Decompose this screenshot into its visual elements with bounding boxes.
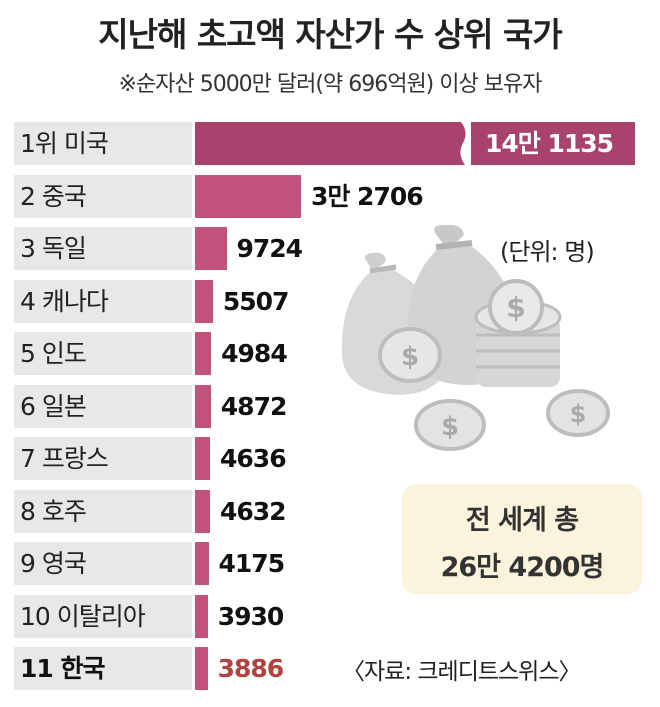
coin-stack-icon: $ (474, 279, 562, 387)
row-label-bg (14, 489, 192, 533)
row-label-bg (14, 279, 192, 323)
row-label-bg (14, 437, 192, 480)
svg-text:$: $ (570, 400, 587, 428)
row-label-bg (14, 122, 192, 165)
row-label-bg (14, 542, 192, 585)
value-label: 3886 (217, 654, 285, 683)
value-label: 14만 1135 (485, 129, 614, 158)
value-label: 9724 (236, 234, 304, 263)
bar (195, 384, 211, 428)
category-label: 2 중국 (20, 181, 87, 211)
value-label: 4984 (221, 339, 288, 368)
row-label-bg (14, 647, 192, 690)
category-label: 11 한국 (20, 654, 105, 683)
dollar-coin-icon: $ (378, 327, 442, 383)
unit-label: (단위: 명) (500, 238, 595, 266)
category-label: 7 프랑스 (20, 444, 109, 473)
row-label-bg (14, 594, 192, 638)
category-label: 1위 미국 (20, 129, 109, 158)
category-label: 10 이탈리아 (20, 601, 146, 631)
category-label: 6 일본 (20, 391, 87, 421)
bar (195, 227, 227, 270)
row-label-bg (14, 384, 192, 428)
category-label: 3 독일 (20, 234, 87, 263)
source-note: 〈자료: 크레디트스위스〉 (342, 659, 582, 685)
bar (195, 647, 208, 690)
svg-text:$: $ (441, 412, 459, 442)
value-label: 3만 2706 (310, 181, 424, 211)
row-label-bg (14, 332, 192, 375)
bar (195, 279, 213, 323)
bar (195, 542, 209, 585)
axis-break-mark (460, 122, 471, 165)
dollar-coin-icon: $ (546, 389, 610, 437)
world-total-value: 26만 4200명 (440, 552, 605, 583)
bar (195, 122, 635, 165)
world-total-box: 전 세계 총 26만 4200명 (402, 484, 642, 594)
value-label: 4636 (220, 444, 287, 473)
subtitle: ※순자산 5000만 달러(약 696억원) 이상 보유자 (118, 72, 543, 97)
value-label: 3930 (217, 601, 285, 631)
bar (195, 174, 301, 218)
money-bags-and-dollar-coins: $ $ $ $ (341, 225, 610, 451)
bar (195, 332, 212, 375)
page-title: 지난해 초고액 자산가 수 상위 국가 (98, 15, 562, 54)
row-label-bg (14, 227, 192, 270)
value-label: 5507 (222, 286, 290, 316)
category-label: 8 호주 (20, 496, 87, 526)
category-label: 4 캐나다 (20, 286, 109, 316)
category-label: 5 인도 (20, 339, 87, 368)
row-label-bg (14, 174, 192, 218)
bar (195, 594, 208, 638)
value-label: 4632 (220, 496, 287, 526)
bar (195, 489, 210, 533)
dollar-coin-icon: $ (414, 399, 486, 451)
svg-text:$: $ (506, 291, 525, 324)
value-label: 4872 (220, 391, 288, 421)
bar (195, 437, 211, 480)
svg-text:$: $ (401, 342, 419, 372)
world-total-title: 전 세계 총 (465, 505, 579, 536)
value-label: 4175 (218, 549, 286, 578)
category-label: 9 영국 (20, 549, 87, 578)
